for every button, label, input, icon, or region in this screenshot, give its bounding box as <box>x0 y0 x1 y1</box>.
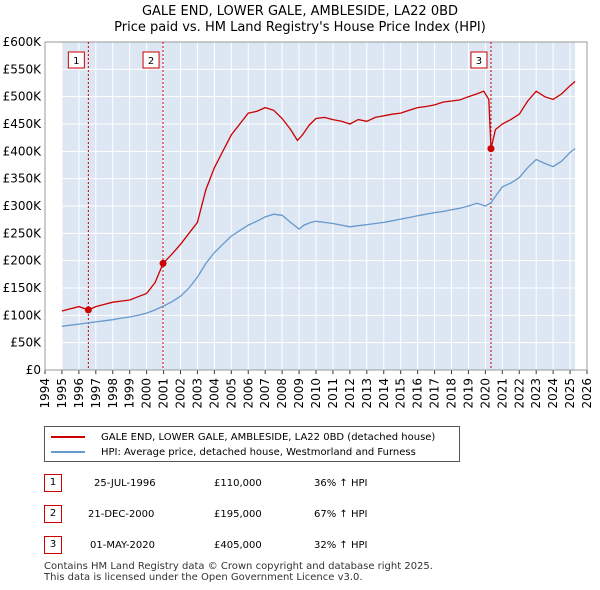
sale-date: 25-JUL-1996 <box>94 477 156 489</box>
y-tick-label: £300K <box>3 199 43 213</box>
x-tick-label: 2018 <box>445 378 459 409</box>
sale-number-badge: 1 <box>44 474 62 492</box>
chart-title-line-1: GALE END, LOWER GALE, AMBLESIDE, LA22 0B… <box>141 4 459 19</box>
y-tick-label: £100K <box>3 308 43 322</box>
x-tick-label: 2006 <box>241 378 255 409</box>
sale-hpi-change: 36% ↑ HPI <box>314 477 368 489</box>
sale-number-badge: 3 <box>44 536 62 554</box>
x-tick-label: 2019 <box>461 378 475 409</box>
y-tick-label: £350K <box>3 172 43 186</box>
y-tick-label: £50K <box>10 336 42 350</box>
y-tick-label: £400K <box>3 144 43 158</box>
x-tick-label: 2023 <box>529 378 543 409</box>
legend-swatch-hpi <box>51 451 85 453</box>
x-tick-label: 2002 <box>174 378 188 409</box>
x-tick-label: 2003 <box>190 378 204 409</box>
sale-price: £195,000 <box>214 508 262 520</box>
x-tick-label: 2000 <box>140 378 154 409</box>
sale-point <box>84 306 92 314</box>
x-tick-label: 1997 <box>89 378 103 409</box>
legend-item-property: GALE END, LOWER GALE, AMBLESIDE, LA22 0B… <box>51 430 435 444</box>
x-tick-label: 2012 <box>343 378 357 409</box>
sale-point <box>487 145 495 153</box>
chart-title-line-2: Price paid vs. HM Land Registry's House … <box>114 20 486 35</box>
x-tick-label: 1996 <box>72 378 86 409</box>
x-tick-label: 2001 <box>157 378 171 409</box>
x-tick-label: 2005 <box>224 378 238 409</box>
sale-price: £405,000 <box>214 539 262 551</box>
x-tick-label: 2010 <box>309 378 323 409</box>
x-tick-label: 2009 <box>292 378 306 409</box>
sale-date: 01-MAY-2020 <box>90 539 156 551</box>
sale-hpi-change: 67% ↑ HPI <box>314 508 368 520</box>
chart-legend: GALE END, LOWER GALE, AMBLESIDE, LA22 0B… <box>44 426 460 462</box>
x-tick-label: 1999 <box>123 378 137 409</box>
y-tick-label: £150K <box>3 281 43 295</box>
x-tick-label: 2011 <box>326 378 340 409</box>
attribution-footer: Contains HM Land Registry data © Crown c… <box>44 561 433 583</box>
plot-frame <box>44 41 588 371</box>
sale-marker-badge <box>142 51 160 69</box>
x-tick-label: 2007 <box>258 378 272 409</box>
legend-item-hpi: HPI: Average price, detached house, West… <box>51 445 416 459</box>
x-tick-label: 2024 <box>546 378 560 409</box>
legend-swatch-property <box>51 436 85 438</box>
sale-marker-badge <box>470 51 488 69</box>
sale-date: 21-DEC-2000 <box>88 508 155 520</box>
x-tick-label: 2013 <box>360 378 374 409</box>
x-tick-label: 1998 <box>106 378 120 409</box>
y-tick-label: £600K <box>3 35 43 49</box>
x-tick-label: 1994 <box>38 378 52 409</box>
y-tick-label: £550K <box>3 62 43 76</box>
property-price-line <box>61 80 576 312</box>
price-chart: £0 £50K £100K £150K £200K £250K £300K £350K £400… <box>3 35 594 409</box>
x-tick-label: 2025 <box>563 378 577 409</box>
x-tick-label: 2017 <box>428 378 442 409</box>
y-tick-label: £0 <box>26 363 41 377</box>
sale-marker-label: 1 <box>73 56 79 67</box>
x-tick-label: 2026 <box>580 378 594 409</box>
footer-line-2: This data is licensed under the Open Gov… <box>44 572 363 583</box>
y-tick-label: £250K <box>3 226 43 240</box>
hpi-line <box>61 148 576 327</box>
sale-marker-label: 3 <box>476 56 482 67</box>
y-tick-label: £500K <box>3 90 43 104</box>
legend-label-hpi: HPI: Average price, detached house, West… <box>101 446 416 458</box>
footer-line-1: Contains HM Land Registry data © Crown c… <box>44 561 433 572</box>
legend-label-property: GALE END, LOWER GALE, AMBLESIDE, LA22 0B… <box>101 431 436 443</box>
x-tick-label: 2015 <box>394 378 408 409</box>
sale-hpi-change: 32% ↑ HPI <box>314 539 368 551</box>
sale-point <box>159 259 167 267</box>
x-tick-label: 1995 <box>55 378 69 409</box>
x-tick-label: 2016 <box>411 378 425 409</box>
x-tick-label: 2004 <box>207 378 221 409</box>
x-tick-label: 2022 <box>512 378 526 409</box>
x-tick-label: 2020 <box>478 378 492 409</box>
sale-marker-badge <box>67 51 85 69</box>
x-tick-label: 2014 <box>377 378 391 409</box>
sale-price: £110,000 <box>214 477 262 489</box>
x-tick-label: 2021 <box>495 378 509 409</box>
y-tick-label: £200K <box>3 254 43 268</box>
sale-number-badge: 2 <box>44 505 62 523</box>
x-tick-label: 2008 <box>275 378 289 409</box>
y-tick-label: £450K <box>3 117 43 131</box>
sale-marker-label: 2 <box>148 56 154 67</box>
